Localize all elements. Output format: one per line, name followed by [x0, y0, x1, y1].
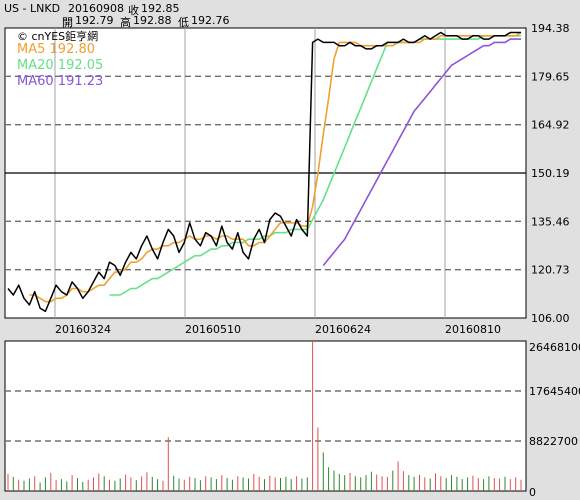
- legend-ma20-value: 192.05: [57, 58, 104, 73]
- volume-y-tick-3: 0: [529, 486, 536, 499]
- price-y-tick-4: 135.46: [531, 215, 570, 228]
- header-symbol: US - LNKD: [4, 2, 61, 15]
- price-y-tick-2: 164.92: [531, 119, 570, 132]
- price-x-tick-0: 20160324: [55, 323, 111, 336]
- legend-ma5-label: MA5: [17, 42, 46, 57]
- low-value: 192.76: [191, 14, 230, 27]
- legend-ma60-value: 191.23: [57, 74, 104, 89]
- price-y-tick-6: 106.00: [531, 312, 570, 325]
- high-label: 高: [120, 16, 131, 29]
- price-y-tick-0: 194.38: [531, 22, 570, 35]
- volume-panel: [4, 340, 527, 492]
- series-line-ma5: [29, 31, 522, 303]
- price-x-tick-2: 20160624: [315, 323, 371, 336]
- price-y-tick-5: 120.73: [531, 264, 570, 277]
- price-x-tick-3: 20160810: [445, 323, 501, 336]
- series-line-price: [7, 31, 521, 313]
- open-value: 192.79: [75, 14, 114, 27]
- volume-y-tick-2: 8822700: [529, 435, 578, 448]
- price-y-tick-1: 179.65: [531, 70, 570, 83]
- copyright-label: © cnYES鉅亨網: [17, 30, 99, 43]
- header-date: 20160908: [68, 2, 124, 15]
- volume-y-tick-1: 17645400: [529, 385, 580, 398]
- legend-ma5: MA5 192.80: [17, 42, 95, 58]
- price-y-tick-3: 150.19: [531, 167, 570, 180]
- legend-ma20-label: MA20: [17, 58, 54, 73]
- open-label: 開: [62, 16, 73, 29]
- series-line-ma60: [322, 38, 521, 267]
- low-label: 低: [178, 16, 189, 29]
- legend-ma5-value: 192.80: [49, 42, 96, 57]
- legend-ma20: MA20 192.05: [17, 58, 103, 74]
- volume-y-tick-0: 26468100: [529, 341, 580, 354]
- close-label: 收: [128, 4, 139, 17]
- close-value: 192.85: [141, 2, 180, 15]
- high-value: 192.88: [133, 14, 172, 27]
- legend-ma60: MA60 191.23: [17, 74, 103, 90]
- price-x-tick-1: 20160510: [185, 323, 241, 336]
- series-line-ma20: [109, 35, 521, 296]
- legend-ma60-label: MA60: [17, 74, 54, 89]
